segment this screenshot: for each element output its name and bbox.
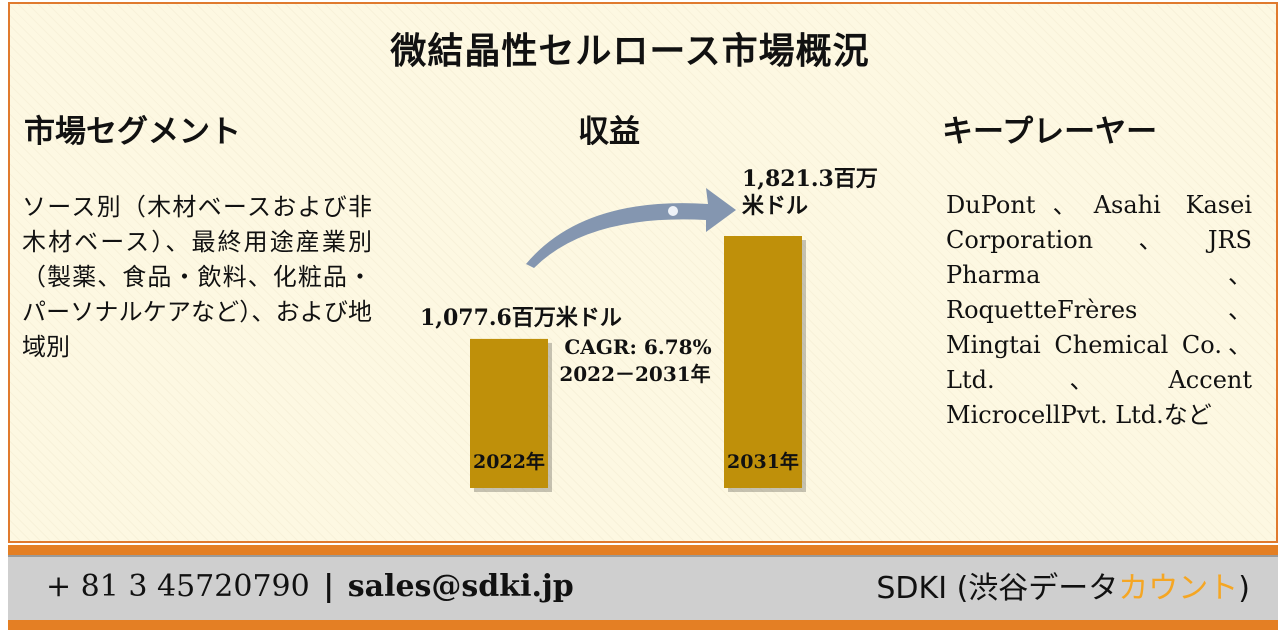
page-title: 微結晶性セルロース市場概況	[390, 30, 870, 72]
contact-info: + 81 3 45720790 | sales@sdki.jp	[46, 569, 574, 604]
revenue-chart-svg: 2022年 2031年 1,077.6百万米ドル 1,821.3百万米ドル CAGR: …	[420, 166, 878, 492]
brand-suffix: )	[1238, 571, 1250, 606]
bar-1	[724, 236, 802, 488]
players-text: DuPont、Asahi Kasei Corporation、JRS Pharm…	[946, 191, 1252, 429]
brand-name: SDKI (渋谷データカウント)	[876, 563, 1250, 607]
contact-separator: |	[323, 569, 335, 604]
brand-highlight: カウント	[1118, 571, 1239, 606]
overview-panel: 微結晶性セルロース市場概況 市場セグメント 収益 キープレーヤー ソース別（木材…	[8, 2, 1278, 543]
revenue-chart: 2022年 2031年 1,077.6百万米ドル 1,821.3百万米ドル CAGR: …	[408, 154, 888, 499]
revenue-heading: 収益	[578, 114, 640, 150]
segments-text: ソース別（木材ベースおよび非木材ベース）、最終用途産業別（製薬、食品・飲料、化粧…	[22, 193, 372, 361]
bar-value-label: 1,077.6百万米ドル	[420, 305, 622, 331]
arrow-dot	[668, 206, 678, 216]
phone-number: + 81 3 45720790	[46, 569, 310, 604]
bar-0	[470, 338, 548, 488]
bar-category-label: 2022年	[473, 450, 545, 473]
bar-value-label: 1,821.3百万米ドル	[742, 166, 878, 219]
footer-accent-bottom	[8, 620, 1278, 630]
period-label: 2022－2031年	[559, 362, 710, 386]
bar-category-label: 2031年	[727, 450, 799, 473]
footer: + 81 3 45720790 | sales@sdki.jp SDKI (渋谷…	[8, 555, 1278, 620]
players-heading: キープレーヤー	[942, 114, 1158, 150]
cagr-label: CAGR: 6.78%	[564, 335, 711, 359]
brand-prefix: SDKI (渋谷データ	[876, 571, 1119, 606]
growth-arrow	[526, 188, 736, 268]
email-link[interactable]: sales@sdki.jp	[347, 569, 574, 604]
segments-heading: 市場セグメント	[24, 114, 241, 150]
footer-accent-top	[8, 545, 1278, 555]
